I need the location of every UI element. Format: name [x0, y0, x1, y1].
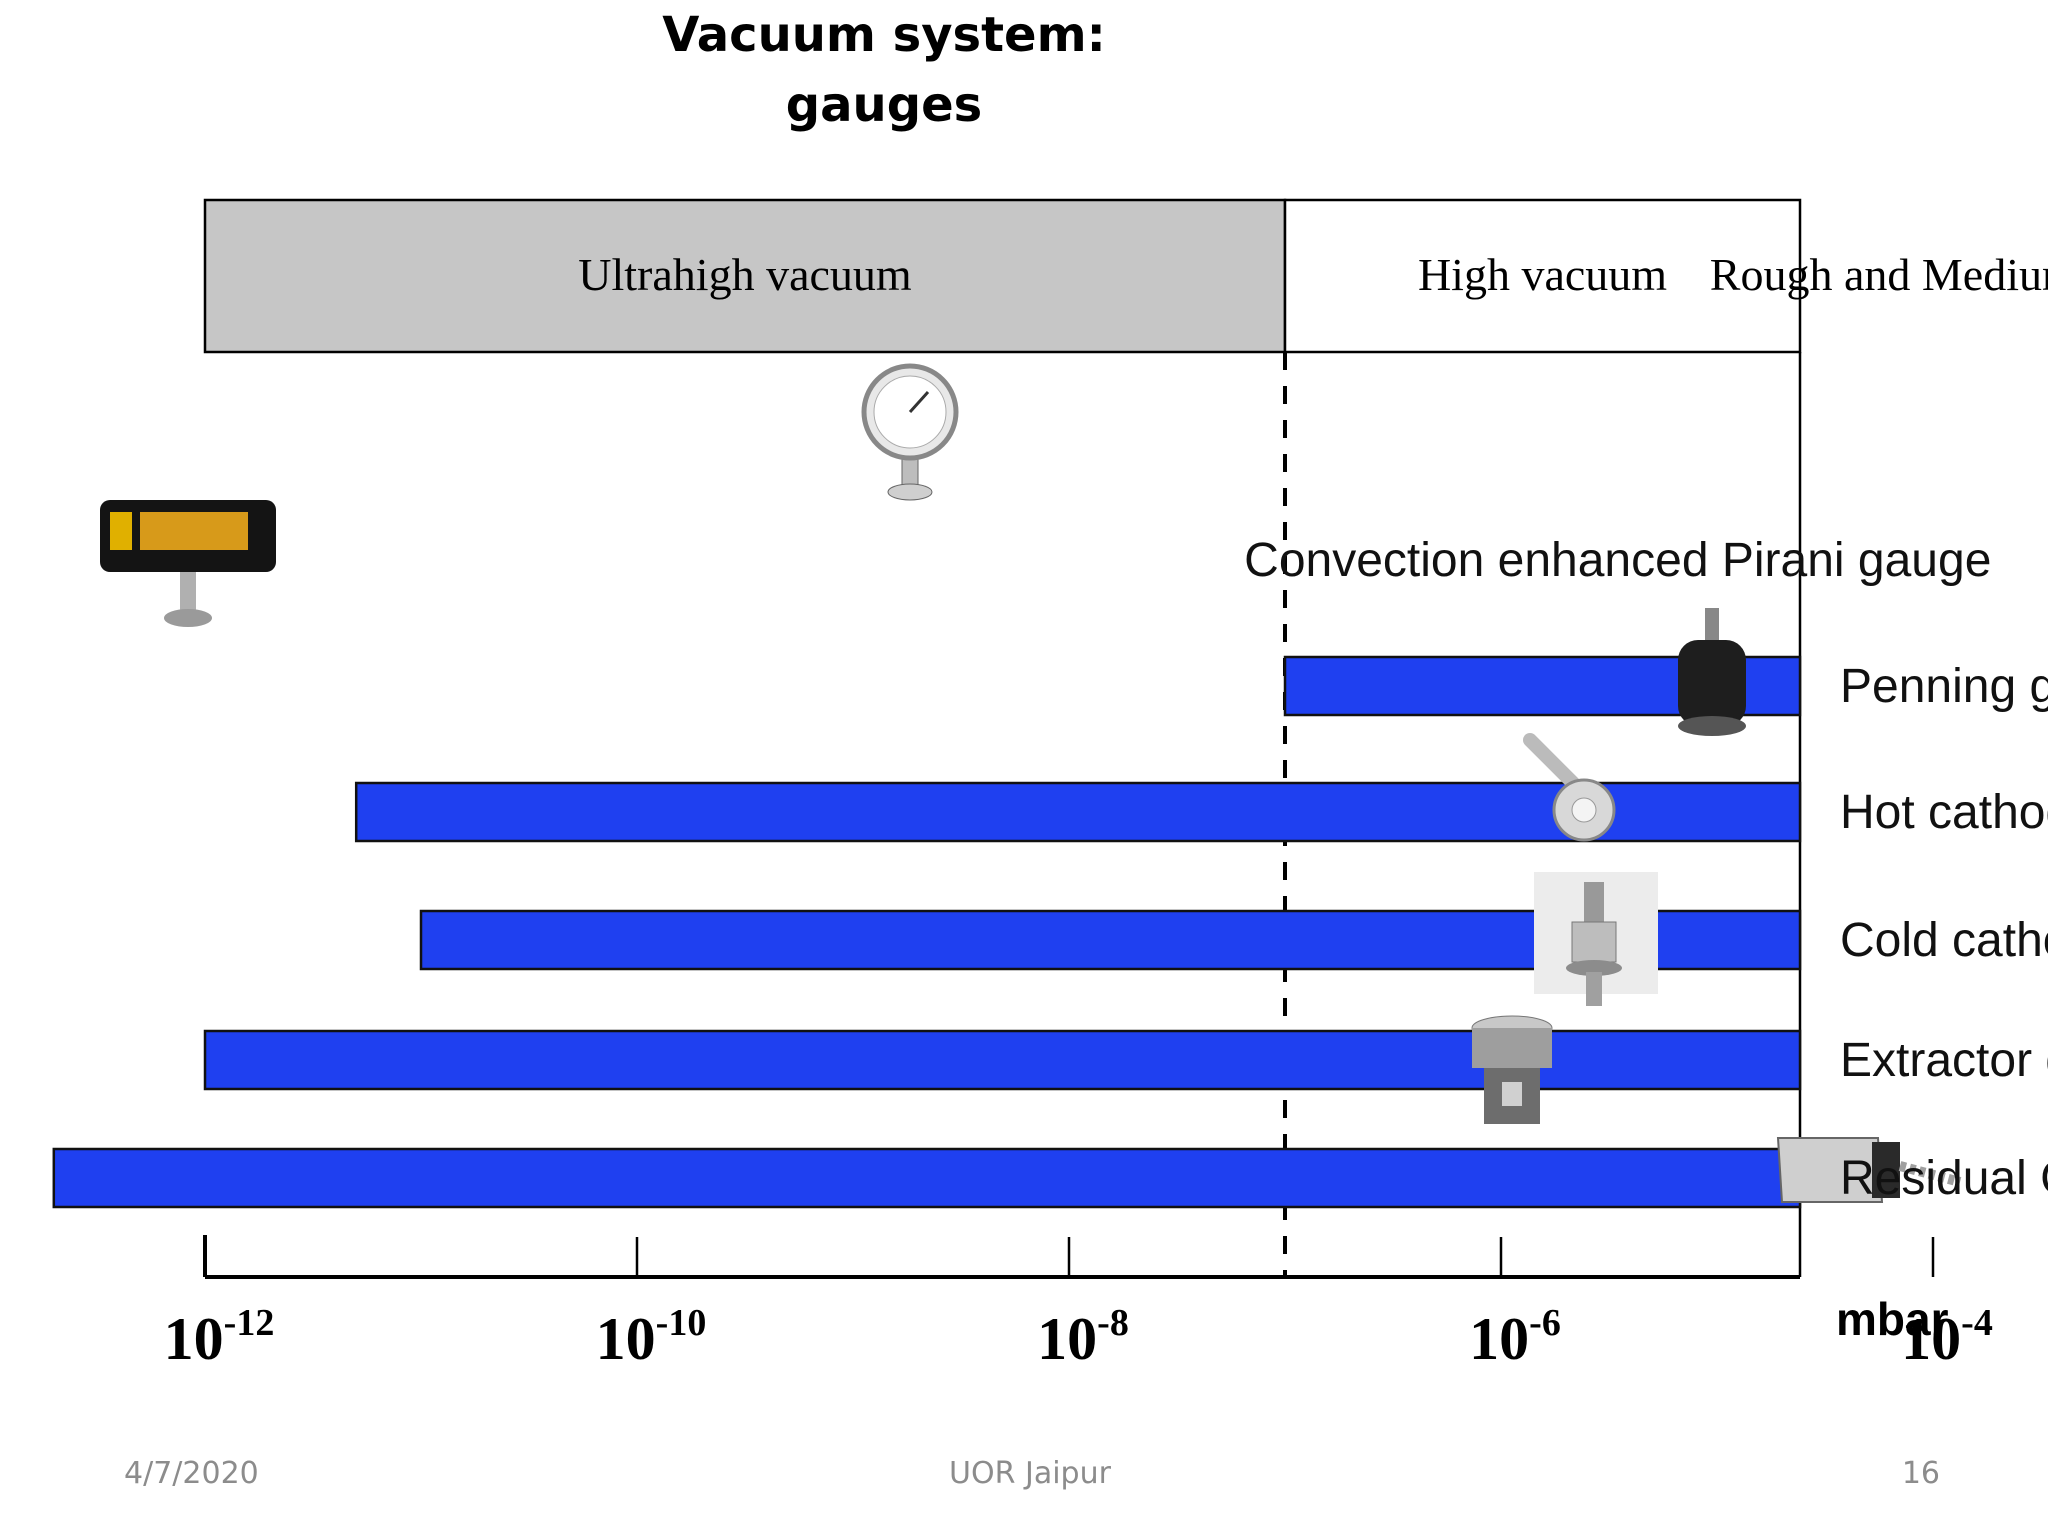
region-band-1 [1283, 198, 1802, 354]
cold-cathode-tube [1584, 882, 1604, 922]
dial-flange [887, 483, 933, 501]
footer-page-number: 16 [1901, 1456, 1940, 1491]
pirani-gauge-icon [100, 500, 276, 627]
penning-base [1678, 716, 1746, 736]
cold-cathode-stem [1586, 972, 1602, 1006]
extractor-gauge-icon [1471, 1015, 1553, 1124]
x-tick-label-0: 10-12 [164, 1302, 275, 1372]
penning-body [1678, 640, 1746, 726]
pirani-label [140, 512, 248, 550]
slide-title-line-1: Vacuum system: [662, 7, 1106, 63]
region-label-2: Rough and Medium Vacuum [1710, 249, 2048, 300]
bourdon-dial-icon [861, 363, 959, 501]
dial-needle [908, 390, 930, 414]
pirani-flange [164, 609, 212, 627]
slide-title: Vacuum system: gauges [0, 0, 1768, 140]
gauge-bar-6 [52, 1147, 1802, 1209]
hot-cathode-center [1571, 797, 1597, 823]
extractor-window [1502, 1082, 1522, 1106]
pirani-stripe [110, 512, 132, 550]
gauge-bar-5 [203, 1029, 1802, 1091]
footer-date: 4/7/2020 [124, 1456, 259, 1491]
x-axis-unit-label: mbar [1836, 1293, 1949, 1345]
region-label-0: Ultrahigh vacuum [578, 249, 912, 300]
penning-gauge-icon [1678, 608, 1746, 736]
gauge-label-4: Cold cathode [1840, 914, 2048, 967]
extractor-body [1472, 1028, 1552, 1068]
gauge-label-5: Extractor gauge [1840, 1034, 2048, 1087]
gauge-label-3: Hot cathode [1840, 786, 2048, 839]
gauge-label-6: Residual Gas Analyzer (RGA) [1840, 1152, 2048, 1205]
slide-title-line-2: gauges [785, 77, 983, 133]
hot-cathode-icon [1523, 733, 1616, 842]
x-tick-label-1: 10-10 [596, 1302, 707, 1372]
rga-flange [1872, 1142, 1900, 1198]
cold-cathode-flange [1566, 960, 1622, 976]
rga-icon [1776, 1137, 1962, 1203]
cold-cathode-icon [1534, 872, 1658, 1006]
penning-stem [1705, 608, 1719, 642]
footer-center-text: UOR Jaipur [949, 1456, 1111, 1491]
gauge-label-1: Convection enhanced Pirani gauge [1244, 534, 1991, 587]
region-label-1: High vacuum [1418, 249, 1667, 300]
gauge-label-2: Penning gauge [1840, 660, 2048, 713]
pirani-stem [180, 572, 196, 614]
x-tick-label-4: 10-4 [1901, 1302, 1993, 1372]
region-band-0 [203, 198, 1287, 354]
x-tick-label-2: 10-8 [1037, 1302, 1129, 1372]
x-tick-label-3: 10-6 [1469, 1302, 1561, 1372]
rga-head [1776, 1137, 1884, 1203]
cold-cathode-body [1571, 921, 1617, 963]
